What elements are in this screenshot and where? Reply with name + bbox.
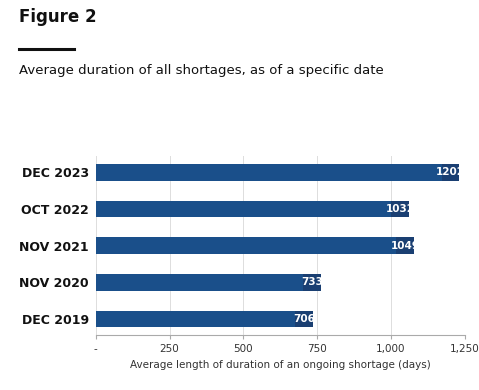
Bar bbox=[96, 274, 312, 291]
Text: 733: 733 bbox=[301, 277, 323, 287]
Bar bbox=[96, 164, 450, 181]
Text: 1049: 1049 bbox=[391, 241, 420, 251]
FancyBboxPatch shape bbox=[295, 311, 313, 327]
FancyBboxPatch shape bbox=[391, 201, 409, 217]
Bar bbox=[96, 311, 304, 327]
Bar bbox=[96, 201, 400, 217]
Text: 1032: 1032 bbox=[386, 204, 415, 214]
FancyBboxPatch shape bbox=[303, 274, 321, 291]
Bar bbox=[96, 238, 405, 254]
FancyBboxPatch shape bbox=[442, 164, 459, 181]
Text: Figure 2: Figure 2 bbox=[19, 8, 97, 26]
FancyBboxPatch shape bbox=[397, 238, 414, 254]
Text: Average duration of all shortages, as of a specific date: Average duration of all shortages, as of… bbox=[19, 64, 384, 77]
Text: 1202: 1202 bbox=[436, 167, 465, 177]
Text: 706: 706 bbox=[293, 314, 315, 324]
X-axis label: Average length of duration of an ongoing shortage (days): Average length of duration of an ongoing… bbox=[130, 360, 431, 370]
